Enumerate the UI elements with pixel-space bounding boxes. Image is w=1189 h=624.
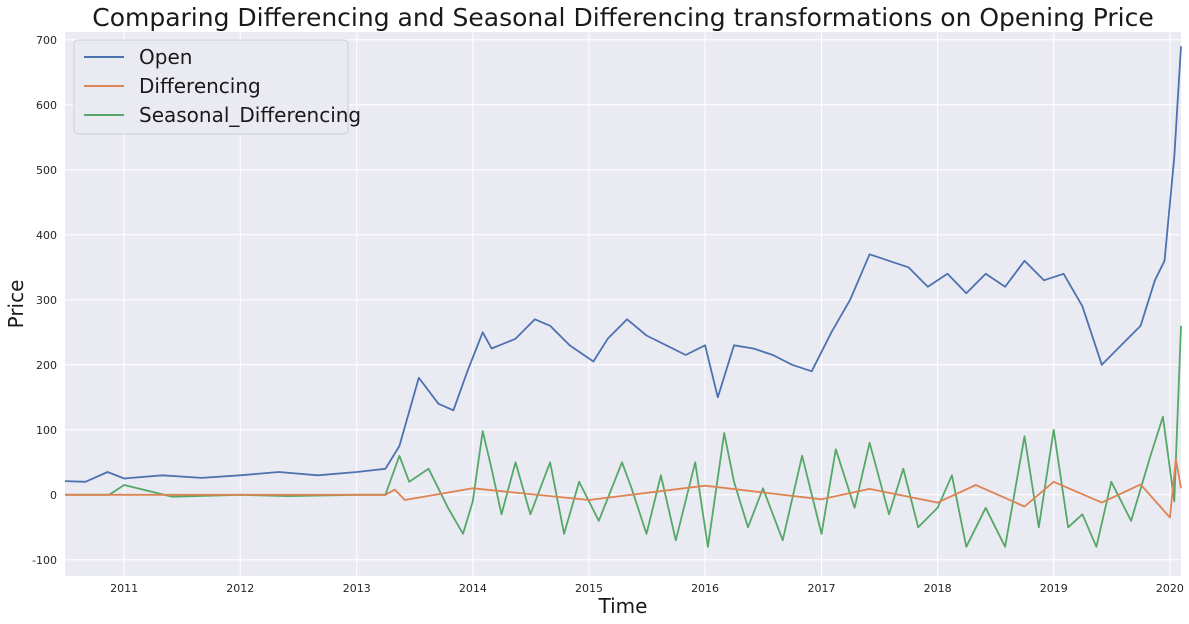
y-tick-label: 500 — [36, 164, 57, 177]
x-tick-label: 2011 — [110, 582, 138, 595]
y-tick-label: 0 — [50, 489, 57, 502]
y-tick-label: -100 — [32, 554, 57, 567]
legend-box — [73, 39, 349, 135]
ticks: -100 0 100 200 300 400 500 600 700 2011 2012 2013 20… — [32, 34, 1184, 595]
x-tick-label: 2015 — [575, 582, 603, 595]
legend: Open Differencing Seasonal_Differencing — [73, 39, 361, 135]
y-axis-label: Price — [4, 280, 28, 329]
chart-title: Comparing Differencing and Seasonal Diff… — [92, 3, 1154, 32]
x-tick-label: 2016 — [691, 582, 719, 595]
y-tick-label: 400 — [36, 229, 57, 242]
x-tick-label: 2014 — [459, 582, 487, 595]
x-tick-label: 2013 — [343, 582, 371, 595]
x-tick-label: 2018 — [924, 582, 952, 595]
series-line-open — [64, 46, 1182, 483]
x-tick-label: 2012 — [226, 582, 254, 595]
legend-label: Seasonal_Differencing — [139, 103, 361, 127]
x-tick-label: 2019 — [1040, 582, 1068, 595]
series-layer — [64, 46, 1182, 548]
x-tick-label: 2017 — [808, 582, 836, 595]
series-line-seasonal-differencing — [65, 325, 1182, 548]
y-tick-label: 200 — [36, 359, 57, 372]
legend-label: Differencing — [139, 74, 261, 98]
y-tick-label: 600 — [36, 99, 57, 112]
x-tick-label: 2020 — [1156, 582, 1184, 595]
y-tick-label: 700 — [36, 34, 57, 47]
x-axis-label: Time — [598, 594, 648, 618]
y-tick-label: 100 — [36, 424, 57, 437]
series-line-differencing — [65, 458, 1182, 519]
legend-label: Open — [139, 45, 192, 69]
y-tick-label: 300 — [36, 294, 57, 307]
